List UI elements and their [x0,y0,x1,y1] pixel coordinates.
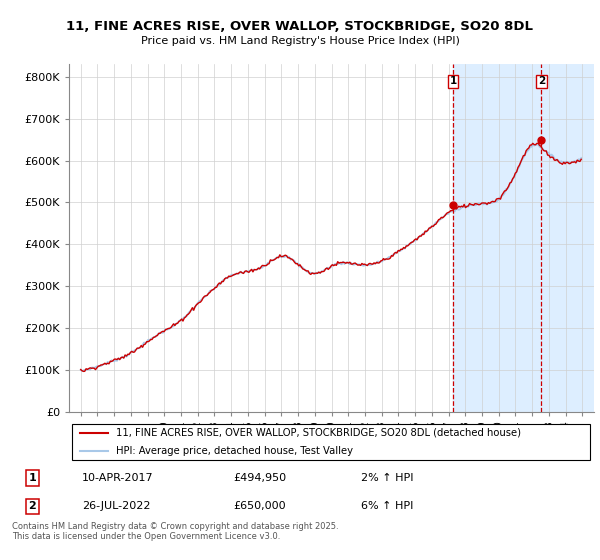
Text: 2% ↑ HPI: 2% ↑ HPI [361,473,414,483]
Text: 10-APR-2017: 10-APR-2017 [82,473,154,483]
Text: 11, FINE ACRES RISE, OVER WALLOP, STOCKBRIDGE, SO20 8DL: 11, FINE ACRES RISE, OVER WALLOP, STOCKB… [67,20,533,32]
Text: £494,950: £494,950 [233,473,286,483]
Text: 2: 2 [538,76,545,86]
Text: 2: 2 [28,501,36,511]
Text: Price paid vs. HM Land Registry's House Price Index (HPI): Price paid vs. HM Land Registry's House … [140,36,460,46]
Text: 6% ↑ HPI: 6% ↑ HPI [361,501,413,511]
Text: 1: 1 [449,76,457,86]
Text: 26-JUL-2022: 26-JUL-2022 [82,501,151,511]
Text: Contains HM Land Registry data © Crown copyright and database right 2025.
This d: Contains HM Land Registry data © Crown c… [12,522,338,542]
Bar [453,64,594,412]
FancyBboxPatch shape [71,424,590,460]
Text: HPI: Average price, detached house, Test Valley: HPI: Average price, detached house, Test… [116,446,353,456]
Text: 11, FINE ACRES RISE, OVER WALLOP, STOCKBRIDGE, SO20 8DL (detached house): 11, FINE ACRES RISE, OVER WALLOP, STOCKB… [116,428,521,437]
Text: £650,000: £650,000 [233,501,286,511]
Text: 1: 1 [28,473,36,483]
